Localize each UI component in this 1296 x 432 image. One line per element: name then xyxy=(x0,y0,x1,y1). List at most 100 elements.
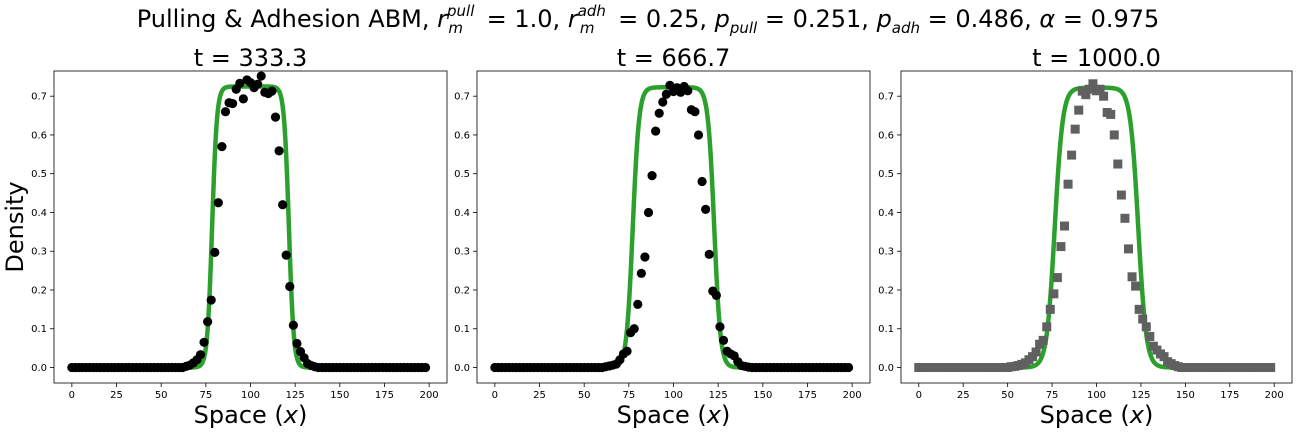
abm-point xyxy=(658,97,668,107)
y-tick-label: 0.6 xyxy=(454,130,470,141)
abm-point xyxy=(292,338,302,349)
abm-point xyxy=(1084,84,1094,94)
y-tick-label: 0.7 xyxy=(31,92,47,103)
abm-point xyxy=(1052,273,1062,283)
abm-point xyxy=(704,249,714,259)
x-tick-label: 200 xyxy=(1265,390,1284,401)
abm-point xyxy=(1045,304,1055,314)
x-tick-label: 175 xyxy=(798,390,817,401)
model-curve xyxy=(918,85,1275,370)
abm-point xyxy=(1088,79,1098,89)
axes-frame xyxy=(53,70,448,384)
abm-point xyxy=(629,324,639,334)
abm-point xyxy=(1042,322,1052,332)
abm-point xyxy=(1131,281,1141,291)
figure-title: Pulling & Adhesion ABM, rpullm = 1.0, ra… xyxy=(136,2,1160,37)
axes-frame xyxy=(476,70,871,384)
y-tick-label: 0.2 xyxy=(31,285,47,296)
abm-point xyxy=(1113,159,1123,169)
y-tick-label: 0.7 xyxy=(454,92,470,103)
abm-point xyxy=(715,322,725,332)
abm-point xyxy=(1120,213,1130,223)
y-axis-label: Density xyxy=(1,181,29,272)
abm-point xyxy=(1031,347,1041,357)
abm-point xyxy=(693,130,704,140)
model-curve xyxy=(71,84,430,370)
x-tick-label: 25 xyxy=(957,390,970,401)
y-tick-label: 0.6 xyxy=(31,130,47,141)
abm-point xyxy=(1028,352,1038,362)
y-tick-label: 0.3 xyxy=(878,247,894,258)
y-tick-label: 0.7 xyxy=(878,92,894,103)
abm-point xyxy=(1127,272,1137,282)
abm-point xyxy=(1141,322,1151,332)
abm-point xyxy=(633,299,643,309)
abm-point xyxy=(1123,244,1133,254)
abm-point xyxy=(1116,190,1126,200)
abm-point xyxy=(1049,289,1059,299)
y-tick-label: 0.1 xyxy=(454,324,470,335)
x-tick-label: 125 xyxy=(709,390,728,401)
abm-point xyxy=(206,295,216,305)
abm-point xyxy=(843,362,854,373)
abm-point xyxy=(1060,221,1070,231)
x-tick-label: 0 xyxy=(916,390,922,401)
y-tick-label: 0.5 xyxy=(31,169,47,180)
abm-point xyxy=(238,94,248,104)
x-tick-label: 150 xyxy=(1176,390,1195,401)
axes-frame xyxy=(900,70,1293,384)
x-tick-label: 75 xyxy=(622,390,635,401)
x-axis-label: Space (x) xyxy=(1040,401,1154,429)
abm-point xyxy=(1095,84,1105,94)
abm-point xyxy=(235,78,245,89)
abm-point xyxy=(718,335,729,345)
x-tick-label: 125 xyxy=(286,390,305,401)
abm-point xyxy=(278,200,288,210)
abm-point xyxy=(1145,331,1155,341)
abm-point xyxy=(195,350,206,360)
x-tick-label: 75 xyxy=(199,390,212,401)
x-tick-label: 50 xyxy=(578,390,591,401)
panel-1: t = 333.3 0 25 50 75 100 125 150 175 200 0.0 0.1 0.2… xyxy=(1,44,448,429)
x-tick-label: 200 xyxy=(420,390,439,401)
abm-point xyxy=(1038,335,1048,345)
abm-point xyxy=(661,89,671,99)
y-tick-label: 0.0 xyxy=(878,363,894,374)
abm-point xyxy=(1081,90,1091,100)
x-tick-label: 25 xyxy=(110,390,123,401)
abm-point xyxy=(288,320,298,330)
panel-title: t = 666.7 xyxy=(617,44,730,72)
abm-point xyxy=(654,108,664,118)
y-tick-label: 0.5 xyxy=(454,169,470,180)
abm-point xyxy=(622,346,632,356)
abm-point xyxy=(1159,352,1169,362)
panel-3: t = 1000.0 0 25 50 75 100 125 150 175 200 0.0 0.1 0.… xyxy=(878,44,1293,429)
abm-point xyxy=(1063,179,1073,189)
panel-2: t = 666.7 0 25 50 75 100 125 150 175 200 0.0 0.1 0.2… xyxy=(454,44,871,429)
x-tick-label: 150 xyxy=(753,390,772,401)
abm-point xyxy=(690,107,700,117)
panel-title: t = 1000.0 xyxy=(1032,44,1161,72)
abm-point xyxy=(640,252,650,262)
y-tick-label: 0.4 xyxy=(878,208,894,219)
abm-point xyxy=(697,176,707,187)
abm-point xyxy=(1067,150,1077,160)
model-curve xyxy=(494,85,853,370)
x-tick-label: 175 xyxy=(1220,390,1239,401)
abm-point xyxy=(228,98,238,109)
abm-point xyxy=(274,146,284,156)
abm-point xyxy=(636,268,646,278)
abm-point xyxy=(203,317,213,327)
x-tick-label: 25 xyxy=(533,390,546,401)
x-tick-label: 125 xyxy=(1131,390,1150,401)
abm-point xyxy=(1134,304,1144,314)
y-tick-label: 0.4 xyxy=(454,208,470,219)
abm-point xyxy=(217,141,227,152)
abm-point xyxy=(267,86,277,96)
x-tick-label: 175 xyxy=(375,390,394,401)
abm-point xyxy=(1138,314,1148,324)
abm-point xyxy=(647,171,657,181)
y-tick-label: 0.2 xyxy=(454,285,470,296)
abm-point xyxy=(1106,109,1116,119)
